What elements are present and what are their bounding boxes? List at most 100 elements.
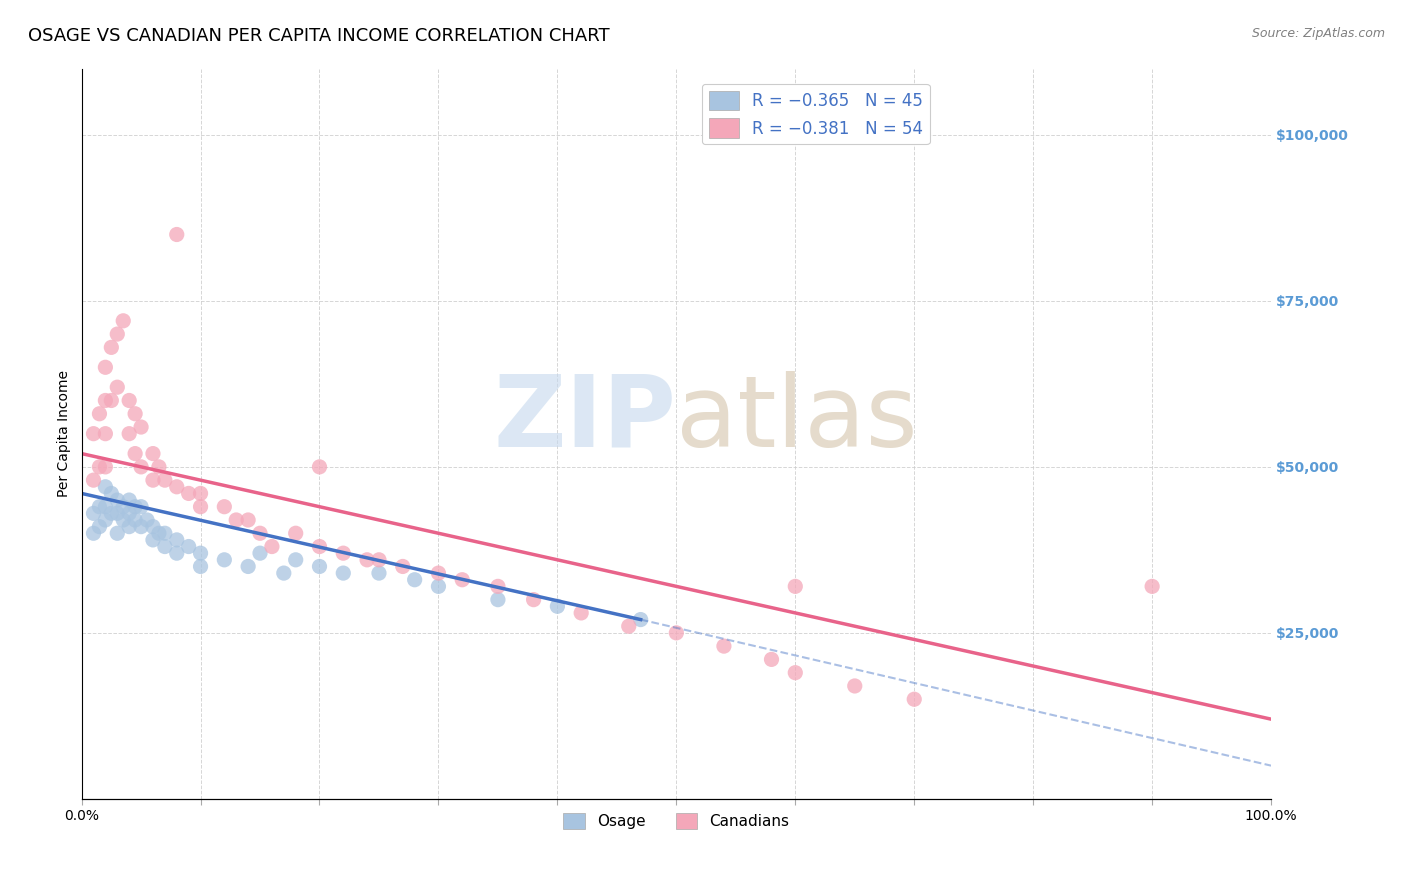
Point <box>136 513 159 527</box>
Point <box>118 393 141 408</box>
Point <box>260 540 283 554</box>
Point <box>569 606 592 620</box>
Text: Source: ZipAtlas.com: Source: ZipAtlas.com <box>1251 27 1385 40</box>
Text: atlas: atlas <box>676 370 918 467</box>
Point <box>308 540 330 554</box>
Point <box>153 526 176 541</box>
Point <box>94 459 117 474</box>
Point <box>129 500 152 514</box>
Point <box>166 533 188 547</box>
Point <box>105 493 128 508</box>
Text: ZIP: ZIP <box>494 370 676 467</box>
Point <box>105 327 128 342</box>
Text: OSAGE VS CANADIAN PER CAPITA INCOME CORRELATION CHART: OSAGE VS CANADIAN PER CAPITA INCOME CORR… <box>28 27 610 45</box>
Point <box>105 380 128 394</box>
Point <box>82 426 104 441</box>
Point <box>356 553 378 567</box>
Point <box>284 526 307 541</box>
Point <box>713 639 735 653</box>
Point <box>89 459 111 474</box>
Point <box>249 526 271 541</box>
Point <box>451 573 474 587</box>
Point <box>308 459 330 474</box>
Point <box>284 553 307 567</box>
Point <box>142 533 165 547</box>
Point <box>100 393 122 408</box>
Point <box>112 513 135 527</box>
Point <box>153 473 176 487</box>
Point <box>148 459 170 474</box>
Point <box>166 480 188 494</box>
Point <box>190 500 212 514</box>
Point <box>82 526 104 541</box>
Point <box>142 519 165 533</box>
Point <box>94 360 117 375</box>
Point <box>332 566 354 580</box>
Point <box>153 540 176 554</box>
Point <box>427 579 450 593</box>
Point <box>785 665 807 680</box>
Point <box>214 553 236 567</box>
Point <box>124 447 146 461</box>
Point <box>617 619 640 633</box>
Point <box>190 546 212 560</box>
Point <box>236 513 259 527</box>
Point <box>427 566 450 580</box>
Point <box>225 513 247 527</box>
Point <box>368 566 391 580</box>
Point <box>177 486 200 500</box>
Point <box>118 506 141 520</box>
Point <box>89 519 111 533</box>
Point <box>273 566 295 580</box>
Point <box>89 500 111 514</box>
Point <box>1140 579 1163 593</box>
Point <box>332 546 354 560</box>
Point <box>630 613 652 627</box>
Point <box>404 573 426 587</box>
Point <box>129 519 152 533</box>
Point <box>391 559 413 574</box>
Point <box>142 473 165 487</box>
Point <box>100 506 122 520</box>
Point <box>105 526 128 541</box>
Point <box>785 579 807 593</box>
Point <box>105 506 128 520</box>
Point <box>82 473 104 487</box>
Point <box>100 340 122 354</box>
Point <box>903 692 925 706</box>
Point <box>166 546 188 560</box>
Point <box>142 447 165 461</box>
Point <box>486 579 509 593</box>
Point <box>486 592 509 607</box>
Point <box>94 513 117 527</box>
Point <box>118 493 141 508</box>
Point <box>94 426 117 441</box>
Point <box>124 407 146 421</box>
Point <box>177 540 200 554</box>
Point <box>546 599 568 614</box>
Point <box>368 553 391 567</box>
Point <box>844 679 866 693</box>
Y-axis label: Per Capita Income: Per Capita Income <box>58 370 72 497</box>
Point <box>94 393 117 408</box>
Point <box>214 500 236 514</box>
Point <box>523 592 546 607</box>
Point <box>190 559 212 574</box>
Point <box>118 519 141 533</box>
Point <box>249 546 271 560</box>
Point <box>124 513 146 527</box>
Point <box>89 407 111 421</box>
Point <box>190 486 212 500</box>
Point <box>118 426 141 441</box>
Point <box>124 500 146 514</box>
Point <box>129 459 152 474</box>
Point <box>236 559 259 574</box>
Point <box>308 559 330 574</box>
Point <box>112 314 135 328</box>
Legend: Osage, Canadians: Osage, Canadians <box>557 806 796 835</box>
Point <box>94 500 117 514</box>
Point <box>148 526 170 541</box>
Point <box>129 420 152 434</box>
Point <box>665 625 688 640</box>
Point <box>100 486 122 500</box>
